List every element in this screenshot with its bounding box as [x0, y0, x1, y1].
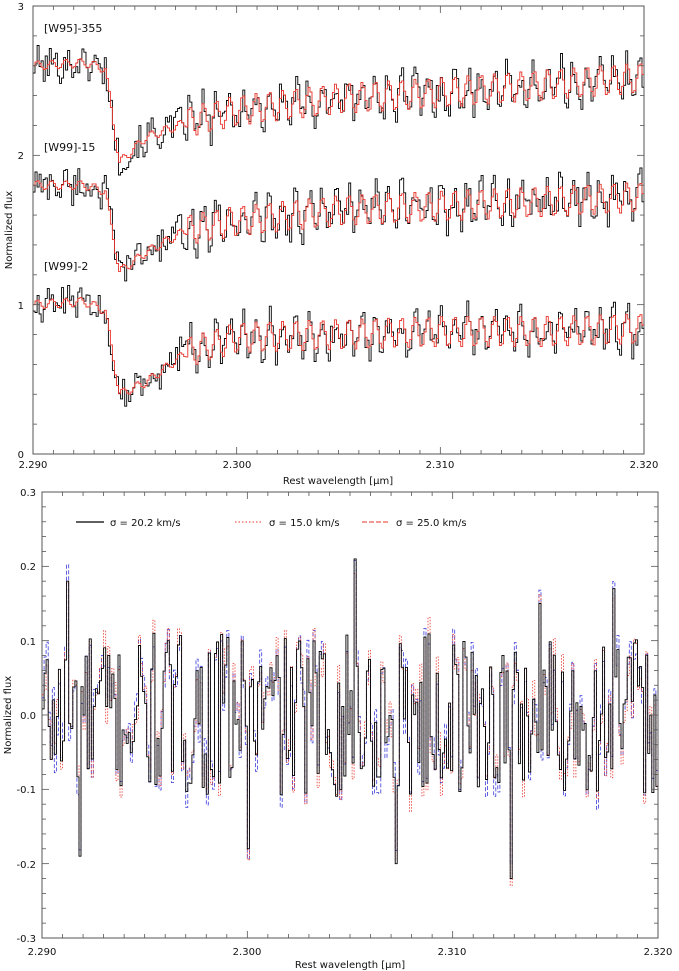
bottom-y-axis-title: Normalized flux — [3, 676, 14, 755]
bottom-y-tick-4: 0.1 — [20, 637, 36, 648]
legend-label-25-0: σ = 25.0 km/s — [396, 518, 467, 529]
bottom-y-tick-2: -0.1 — [16, 785, 36, 796]
model-spectrum-1 — [33, 180, 644, 272]
bottom-y-tick-5: 0.2 — [20, 562, 36, 573]
top-y-tick-2: 2 — [18, 151, 24, 162]
residuals-panel: -0.3 -0.2 -0.1 0.0 0.1 0.2 0.3 2.290 2.3… — [3, 488, 672, 971]
bottom-x-tick-3: 2.320 — [644, 947, 673, 958]
legend-label-20-2: σ = 20.2 km/s — [110, 518, 181, 529]
top-y-tick-3: 3 — [18, 2, 24, 13]
bottom-x-tick-1: 2.300 — [233, 947, 262, 958]
spectrum-label-w99-15: [W99]-15 — [44, 141, 95, 154]
model-spectrum-0 — [33, 58, 644, 163]
bottom-axis-ticks — [41, 491, 659, 939]
residual-sigma-15-0 — [42, 573, 658, 886]
top-x-axis-title: Rest wavelength [μm] — [283, 476, 393, 487]
top-x-tick-1: 2.300 — [223, 460, 252, 471]
top-axis-ticks — [32, 5, 645, 455]
bottom-y-tick-6: 0.3 — [20, 488, 36, 499]
legend: σ = 20.2 km/s σ = 15.0 km/s σ = 25.0 km/… — [76, 518, 467, 529]
legend-label-15-0: σ = 15.0 km/s — [269, 518, 340, 529]
top-x-tick-2: 2.310 — [426, 460, 455, 471]
bottom-y-tick-0: -0.3 — [16, 934, 36, 945]
top-y-axis-title: Normalized flux — [4, 191, 15, 270]
top-x-tick-3: 2.320 — [630, 460, 659, 471]
bottom-y-tick-3: 0.0 — [20, 711, 36, 722]
top-x-tick-0: 2.290 — [19, 460, 48, 471]
residual-sigma-20-2 — [42, 558, 658, 879]
bottom-x-axis-title: Rest wavelength [μm] — [295, 960, 405, 971]
top-plot-lines — [33, 45, 644, 407]
bottom-x-tick-0: 2.290 — [28, 947, 57, 958]
bottom-y-tick-1: -0.2 — [16, 860, 36, 871]
top-y-tick-1: 1 — [18, 301, 24, 312]
bottom-x-tick-2: 2.310 — [438, 947, 467, 958]
bottom-plot-lines — [42, 558, 658, 886]
model-spectrum-2 — [33, 297, 644, 395]
spectrum-label-w99-2: [W99]-2 — [44, 260, 88, 273]
observed-spectrum-1 — [33, 167, 644, 282]
top-y-tick-0: 0 — [18, 450, 24, 461]
top-spectra-panel: 0 1 2 3 2.290 2.300 2.310 2.320 Rest wav… — [4, 2, 658, 487]
spectrum-label-w95-355: [W95]-355 — [44, 22, 102, 35]
